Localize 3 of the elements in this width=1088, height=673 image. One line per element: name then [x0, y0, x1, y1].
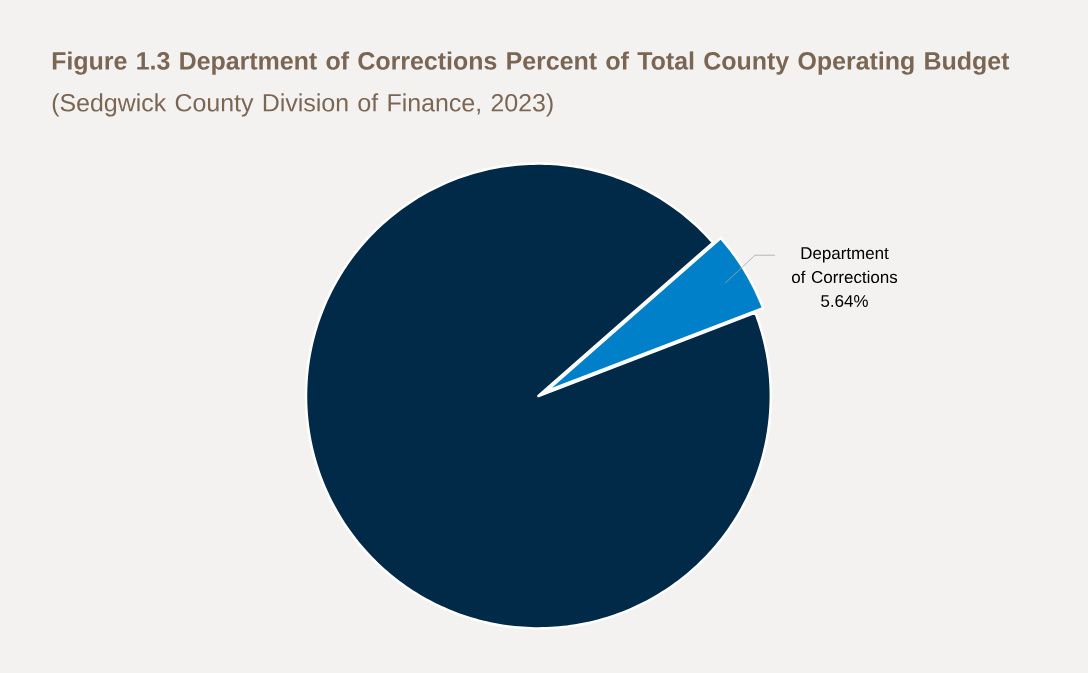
data-label: 5.64%	[821, 294, 868, 307]
chart-title: Figure 1.3 Department of Corrections Percent of Total County Operating Budget (Sedgwick County Division of Finance, 2023)	[52, 51, 1010, 117]
slice-label: Department of Corrections	[791, 247, 898, 283]
